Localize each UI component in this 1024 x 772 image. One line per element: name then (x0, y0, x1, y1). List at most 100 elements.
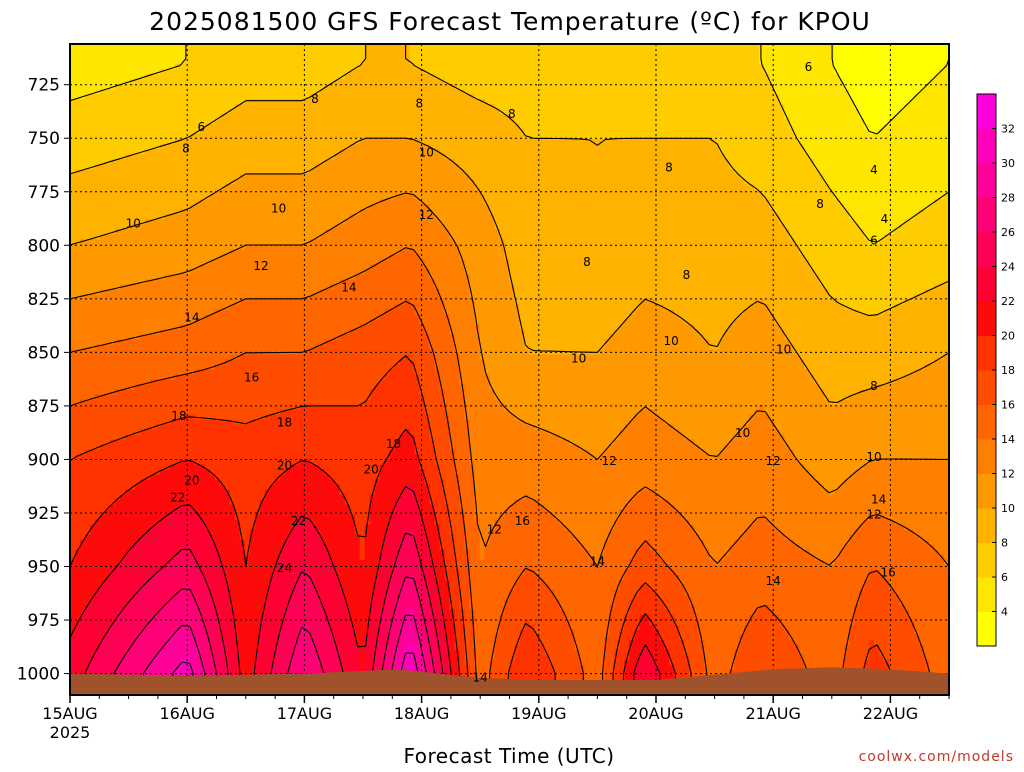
chart-title: 2025081500 GFS Forecast Temperature (ºC)… (149, 7, 871, 36)
contour-label: 12 (487, 523, 502, 537)
colorbar-swatch (977, 370, 996, 405)
colorbar-label: 28 (1001, 192, 1015, 205)
colorbar-label: 30 (1001, 157, 1015, 170)
contour-label: 18 (277, 416, 292, 430)
x-tick-label: 20AUG (628, 704, 683, 723)
colorbar-label: 12 (1001, 468, 1015, 481)
contour-label: 24 (277, 561, 292, 575)
contour-label: 16 (244, 371, 259, 385)
colorbar-swatch (977, 405, 996, 440)
contour-label: 8 (816, 197, 824, 211)
contour-label: 8 (583, 255, 591, 269)
colorbar-swatch (977, 267, 996, 302)
colorbar-label: 8 (1001, 537, 1008, 550)
contour-label: 6 (197, 120, 205, 134)
x-axis-year: 2025 (50, 723, 91, 742)
contour-label: 16 (880, 565, 895, 579)
y-tick-label: 725 (28, 76, 60, 96)
contour-label: 12 (766, 454, 781, 468)
contour-label: 22 (291, 514, 306, 528)
colorbar-swatch (977, 543, 996, 578)
colorbar-label: 32 (1001, 123, 1015, 136)
colorbar-swatch (977, 612, 996, 647)
y-tick-label: 825 (28, 290, 60, 310)
contour-label: 18 (171, 409, 186, 423)
contour-label: 6 (805, 60, 813, 74)
contour-label: 14 (766, 574, 781, 588)
y-tick-label: 1000 (17, 665, 60, 685)
contour-label: 10 (126, 216, 141, 230)
contour-label: 18 (386, 437, 401, 451)
y-tick-label: 875 (28, 397, 60, 417)
colorbar-label: 4 (1001, 606, 1008, 619)
contour-label: 22 (170, 491, 185, 505)
contour-label: 16 (515, 514, 530, 528)
contour-label: 6 (870, 234, 878, 248)
x-tick-label: 22AUG (863, 704, 918, 723)
colorbar-label: 20 (1001, 330, 1015, 343)
contour-label: 8 (182, 141, 190, 155)
credit-link[interactable]: coolwx.com/models (859, 749, 1014, 765)
y-tick-label: 975 (28, 611, 60, 631)
contour-label: 12 (419, 208, 434, 222)
x-tick-label: 21AUG (745, 704, 800, 723)
contour-label: 10 (776, 343, 791, 357)
contour-label: 8 (683, 268, 691, 282)
contour-label: 14 (184, 311, 199, 325)
contour-label: 10 (735, 426, 750, 440)
x-tick-label: 19AUG (511, 704, 566, 723)
y-tick-label: 800 (28, 236, 60, 256)
colorbar-swatch (977, 508, 996, 543)
y-tick-label: 750 (28, 129, 60, 149)
contour-label: 4 (870, 163, 878, 177)
colorbar-label: 26 (1001, 226, 1015, 239)
y-tick-label: 850 (28, 343, 60, 363)
contour-label: 14 (341, 281, 356, 295)
y-tick-label: 775 (28, 183, 60, 203)
contour-label: 8 (311, 92, 319, 106)
x-axis-label: Forecast Time (UTC) (403, 744, 614, 768)
contour-label: 20 (364, 463, 379, 477)
contour-label: 10 (271, 201, 286, 215)
contour-label: 14 (871, 493, 886, 507)
colorbar-swatch (977, 198, 996, 233)
colorbar-label: 24 (1001, 261, 1015, 274)
colorbar-swatch (977, 163, 996, 198)
colorbar-swatch (977, 232, 996, 267)
contour-label: 8 (508, 107, 516, 121)
contour-label: 8 (415, 97, 423, 111)
contour-label: 14 (473, 670, 488, 684)
contour-label: 20 (184, 473, 199, 487)
colorbar-swatch (977, 474, 996, 509)
y-tick-label: 925 (28, 504, 60, 524)
y-tick-label: 950 (28, 558, 60, 578)
x-tick-label: 15AUG (42, 704, 97, 723)
contour-label: 10 (571, 351, 586, 365)
contour-label: 10 (866, 450, 881, 464)
colorbar-label: 14 (1001, 433, 1015, 446)
contour-label: 10 (419, 146, 434, 160)
colorbar-label: 10 (1001, 502, 1015, 515)
x-tick-label: 17AUG (277, 704, 332, 723)
colorbar-swatch (977, 577, 996, 612)
contour-label: 14 (590, 555, 605, 569)
colorbar-swatch (977, 336, 996, 371)
contour-label: 4 (881, 212, 889, 226)
colorbar-swatch (977, 301, 996, 336)
contour-label: 20 (277, 458, 292, 472)
contour-label: 12 (601, 454, 616, 468)
contour-label: 10 (664, 334, 679, 348)
contour-label: 8 (665, 161, 673, 175)
contour-label: 8 (870, 379, 878, 393)
colorbar-label: 16 (1001, 399, 1015, 412)
colorbar-swatch (977, 94, 996, 129)
x-tick-label: 18AUG (394, 704, 449, 723)
colorbar-label: 6 (1001, 571, 1008, 584)
contour-label: 12 (866, 508, 881, 522)
